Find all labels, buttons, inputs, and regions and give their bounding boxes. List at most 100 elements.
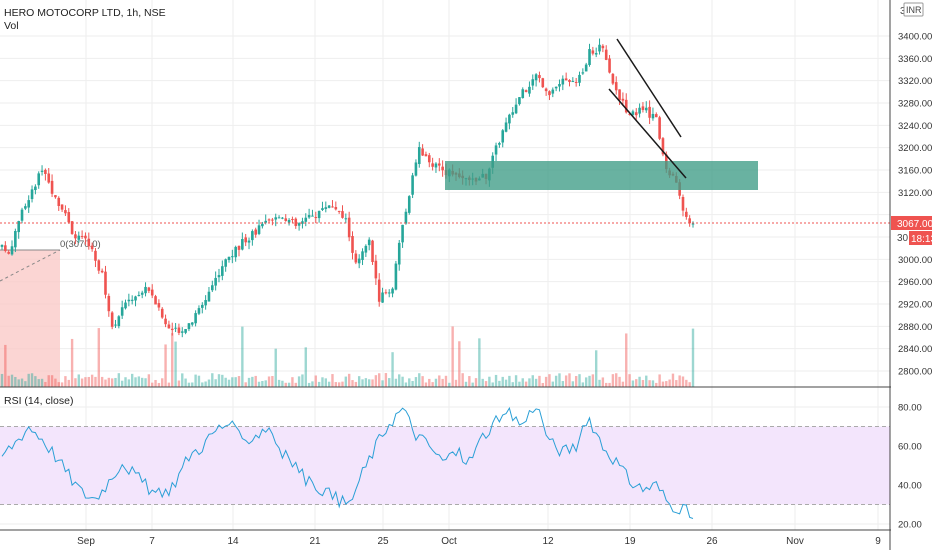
- volume-bar: [87, 376, 90, 387]
- candle-body: [424, 154, 428, 157]
- rsi-axis-labels: 20.00 40.00 60.00 80.00: [898, 403, 922, 531]
- candle-body: [44, 169, 47, 174]
- candle-body: [47, 173, 51, 183]
- volume-bar: [481, 378, 484, 387]
- candle-body: [291, 218, 294, 220]
- price-tick-label: 3200.00: [898, 143, 932, 154]
- time-tick-label: 12: [542, 536, 554, 547]
- volume-bar: [144, 378, 147, 387]
- candle-body: [431, 163, 434, 167]
- candle-body: [554, 86, 558, 89]
- volume-bar: [161, 378, 164, 387]
- price-tick-label: 2880.00: [898, 322, 932, 333]
- candle-body: [221, 266, 224, 276]
- candle-body: [301, 221, 304, 224]
- volume-bar: [441, 378, 444, 387]
- volume-bar: [598, 379, 601, 387]
- volume-bar: [625, 333, 628, 387]
- candle-body: [564, 78, 568, 81]
- candle-body: [578, 74, 581, 83]
- candle-body: [427, 155, 431, 163]
- candle-body: [317, 210, 321, 219]
- candle-body: [134, 296, 137, 301]
- volume-bar: [141, 377, 144, 387]
- volume-bar: [508, 375, 511, 387]
- candle-body: [164, 318, 167, 325]
- volume-bar: [171, 333, 174, 387]
- volume-bar: [284, 382, 287, 387]
- volume-bar: [357, 376, 361, 387]
- volume-bar: [107, 377, 111, 387]
- volume-bar: [544, 376, 548, 387]
- candle-body: [501, 130, 505, 143]
- volume-bar: [90, 374, 94, 387]
- candle-body: [267, 219, 271, 221]
- volume-bar: [20, 378, 24, 387]
- candle-body: [104, 271, 107, 295]
- candle-body: [224, 259, 227, 267]
- candle-body: [504, 122, 508, 132]
- candle-body: [337, 210, 341, 212]
- candle-body: [207, 291, 211, 302]
- volume-bar: [321, 377, 324, 387]
- price-tick-label: 3320.00: [898, 76, 932, 87]
- volume-bar: [30, 373, 34, 387]
- volume-bar: [184, 378, 187, 387]
- volume-bar: [408, 378, 411, 387]
- volume-bar: [661, 381, 665, 387]
- candle-body: [514, 104, 518, 114]
- volume-bar: [227, 379, 231, 387]
- volume-bar: [594, 350, 598, 387]
- candle-body: [251, 231, 254, 241]
- candle-body: [641, 106, 645, 110]
- candle-body: [437, 163, 441, 166]
- candle-body: [618, 89, 621, 101]
- candle-body: [10, 246, 14, 255]
- candle-body: [574, 81, 578, 83]
- volume-bar: [655, 382, 658, 387]
- candle-body: [611, 73, 615, 84]
- channel-lower-line[interactable]: [608, 88, 687, 179]
- volume-bar: [364, 378, 368, 387]
- candle-body: [658, 117, 661, 139]
- volume-bar: [224, 377, 227, 387]
- candle-body: [344, 218, 348, 220]
- volume-label: Vol: [4, 20, 19, 32]
- candle-body: [324, 207, 328, 209]
- candle-body: [351, 236, 354, 253]
- volume-bar: [217, 374, 221, 387]
- volume-bar: [164, 344, 167, 387]
- volume-bar: [461, 373, 464, 387]
- time-tick-label: 9: [875, 536, 881, 547]
- fib-trend-line[interactable]: [0, 249, 61, 282]
- volume-bar: [568, 373, 571, 387]
- candle-body: [190, 322, 194, 325]
- volume-bar: [678, 375, 681, 387]
- candle-body: [691, 223, 695, 225]
- price-axis-background[interactable]: [891, 0, 932, 550]
- risk-box[interactable]: [0, 250, 60, 387]
- supply-zone-rectangle[interactable]: [445, 161, 758, 190]
- candle-body: [311, 215, 314, 217]
- rsi-band: [0, 426, 890, 505]
- volume-bar: [274, 348, 277, 387]
- candle-body: [274, 217, 278, 220]
- price-axis-labels: 2800.00 2840.00 2880.00 2920.00 2960.00 3000.…: [898, 32, 932, 378]
- volume-bar: [294, 382, 297, 387]
- volume-bar: [354, 381, 358, 387]
- candle-body: [538, 75, 541, 79]
- candle-body: [371, 240, 374, 263]
- candle-body: [417, 147, 421, 165]
- candle-body: [377, 279, 381, 302]
- channel-upper-line[interactable]: [616, 38, 682, 138]
- volume-bar: [70, 338, 74, 387]
- candle-body: [584, 64, 588, 72]
- currency-badge[interactable]: [903, 2, 924, 17]
- volume-bar: [394, 378, 398, 387]
- volume-bar: [658, 374, 661, 387]
- volume-bar: [0, 373, 4, 387]
- volume-bar: [421, 376, 424, 387]
- volume-bar: [574, 376, 578, 387]
